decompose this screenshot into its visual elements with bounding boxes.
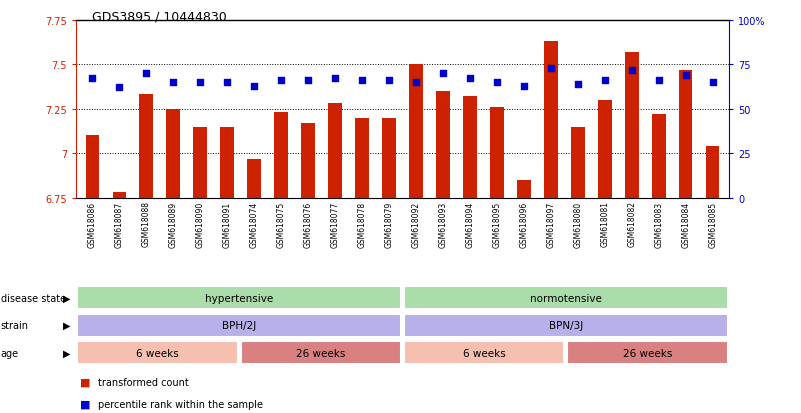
Bar	[78, 341, 238, 364]
Bar	[301, 123, 315, 198]
Bar	[571, 127, 585, 198]
Text: transformed count: transformed count	[98, 377, 188, 387]
Bar	[248, 159, 261, 198]
Point	[706, 79, 719, 86]
Bar	[652, 115, 666, 198]
Bar	[240, 341, 401, 364]
Bar	[463, 97, 477, 198]
Point	[652, 78, 665, 84]
Text: percentile rank within the sample: percentile rank within the sample	[98, 399, 263, 409]
Bar	[139, 95, 153, 198]
Bar	[598, 101, 612, 198]
Point	[626, 67, 638, 74]
Text: BPN/3J: BPN/3J	[549, 320, 583, 330]
Bar	[517, 180, 530, 198]
Text: ■: ■	[80, 399, 91, 409]
Bar	[193, 127, 207, 198]
Point	[545, 65, 557, 72]
Bar	[86, 136, 99, 198]
Text: GDS3895 / 10444830: GDS3895 / 10444830	[92, 10, 227, 23]
Point	[221, 79, 234, 86]
Bar	[78, 341, 238, 364]
Bar	[437, 92, 449, 198]
Text: ▶: ▶	[62, 320, 70, 330]
Bar	[78, 287, 401, 310]
Point	[248, 83, 260, 90]
Text: 6 weeks: 6 weeks	[136, 348, 179, 358]
Text: 26 weeks: 26 weeks	[622, 348, 672, 358]
Point	[437, 71, 449, 77]
Point	[679, 72, 692, 79]
Point	[356, 78, 368, 84]
Text: 26 weeks: 26 weeks	[296, 348, 345, 358]
Text: 6 weeks: 6 weeks	[136, 348, 179, 358]
Point	[517, 83, 530, 90]
Text: ▶: ▶	[62, 348, 70, 358]
Bar	[706, 147, 719, 198]
Point	[113, 85, 126, 91]
Bar	[490, 108, 504, 198]
Point	[490, 79, 503, 86]
Point	[409, 79, 422, 86]
Bar	[409, 65, 423, 198]
Bar	[382, 118, 396, 198]
Bar	[275, 113, 288, 198]
Text: BPH/2J: BPH/2J	[222, 320, 256, 330]
Point	[167, 79, 179, 86]
Bar	[112, 193, 126, 198]
Bar	[328, 104, 342, 198]
Point	[275, 78, 288, 84]
Text: hypertensive: hypertensive	[205, 293, 273, 303]
Point	[302, 78, 315, 84]
Bar	[404, 314, 727, 337]
Bar	[544, 42, 557, 198]
Point	[571, 81, 584, 88]
Bar	[567, 341, 727, 364]
Point	[194, 79, 207, 86]
Point	[598, 78, 611, 84]
Text: disease state: disease state	[1, 293, 66, 303]
Point	[328, 76, 341, 83]
Text: 6 weeks: 6 weeks	[463, 348, 505, 358]
Bar	[240, 341, 401, 364]
Text: strain: strain	[1, 320, 29, 330]
Bar	[404, 341, 565, 364]
Bar	[356, 118, 368, 198]
Text: normotensive: normotensive	[529, 293, 602, 303]
Text: 6 weeks: 6 weeks	[463, 348, 505, 358]
Bar	[625, 52, 638, 198]
Text: 26 weeks: 26 weeks	[622, 348, 672, 358]
Text: ■: ■	[80, 377, 91, 387]
Bar	[404, 341, 565, 364]
Bar	[679, 70, 693, 198]
Bar	[167, 109, 180, 198]
Point	[464, 76, 477, 83]
Point	[383, 78, 396, 84]
Bar	[567, 341, 727, 364]
Text: age: age	[1, 348, 19, 358]
Point	[140, 71, 153, 77]
Bar	[78, 314, 401, 337]
Bar	[220, 127, 234, 198]
Text: ▶: ▶	[62, 293, 70, 303]
Text: 26 weeks: 26 weeks	[296, 348, 345, 358]
Bar	[404, 287, 727, 310]
Point	[86, 76, 99, 83]
